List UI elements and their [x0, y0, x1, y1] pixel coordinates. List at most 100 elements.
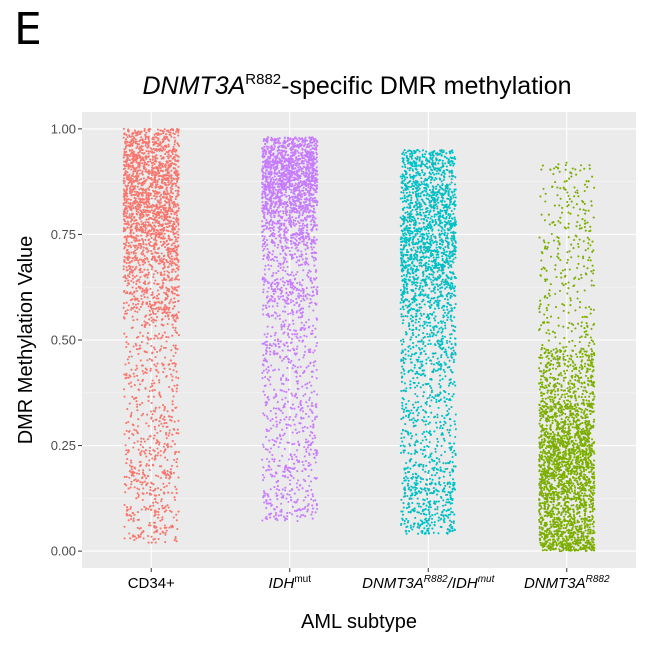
data-point — [165, 201, 168, 204]
data-point — [139, 305, 142, 308]
data-point — [122, 265, 125, 268]
data-point — [129, 459, 133, 462]
data-point — [154, 500, 157, 504]
data-point — [308, 434, 312, 437]
data-point — [133, 155, 136, 158]
data-point — [152, 230, 155, 233]
data-point — [145, 150, 148, 153]
data-point — [160, 500, 163, 503]
data-point — [303, 324, 306, 327]
data-point — [166, 472, 169, 476]
data-point — [135, 171, 139, 174]
data-point — [263, 333, 266, 336]
data-point — [288, 489, 291, 493]
data-point — [272, 250, 275, 253]
data-point — [125, 449, 128, 452]
data-point — [285, 214, 288, 217]
data-point — [125, 222, 128, 226]
data-point — [138, 308, 141, 311]
data-point — [155, 154, 158, 157]
data-point — [308, 305, 311, 308]
data-point — [138, 264, 141, 267]
data-point — [132, 141, 135, 144]
data-point — [152, 321, 155, 324]
data-point — [156, 252, 160, 255]
data-point — [296, 470, 299, 473]
data-point — [130, 168, 133, 171]
data-point — [131, 201, 134, 204]
data-point — [168, 432, 171, 435]
data-point — [306, 163, 309, 166]
data-point — [293, 365, 296, 368]
data-point — [137, 495, 140, 498]
data-point — [312, 137, 315, 141]
data-point — [284, 212, 287, 215]
data-point — [165, 129, 169, 132]
data-point — [164, 346, 167, 349]
data-point — [168, 160, 171, 163]
data-point — [307, 326, 310, 329]
data-point — [173, 292, 176, 295]
data-point — [272, 342, 275, 345]
data-point — [167, 153, 170, 156]
data-point — [153, 212, 156, 215]
data-point — [160, 498, 163, 501]
data-point — [277, 342, 280, 345]
data-point — [163, 308, 166, 311]
data-point — [126, 140, 129, 143]
data-point — [133, 196, 136, 199]
data-point — [172, 268, 175, 271]
data-point — [123, 317, 126, 320]
data-point — [294, 195, 297, 198]
data-point — [298, 168, 301, 171]
data-point — [289, 298, 292, 302]
data-point — [146, 332, 149, 335]
data-point — [150, 252, 153, 255]
data-point — [282, 266, 285, 269]
data-point — [167, 143, 170, 146]
data-point — [130, 228, 133, 232]
data-point — [275, 506, 279, 509]
data-point — [132, 345, 135, 348]
data-point — [160, 336, 163, 339]
data-point — [293, 253, 296, 256]
data-point — [264, 142, 267, 145]
data-point — [299, 404, 303, 407]
data-point — [310, 157, 313, 160]
data-point — [285, 518, 288, 521]
data-point — [267, 208, 270, 211]
data-point — [141, 378, 144, 381]
data-point — [167, 434, 170, 437]
data-point — [177, 186, 180, 189]
data-point — [128, 135, 132, 138]
data-point — [176, 286, 179, 289]
data-point — [165, 291, 168, 295]
data-point — [149, 337, 152, 340]
data-point — [123, 503, 126, 507]
data-point — [286, 204, 289, 207]
data-point — [144, 273, 147, 276]
data-point — [289, 406, 292, 409]
data-point — [280, 290, 283, 293]
data-point — [265, 306, 268, 309]
data-point — [132, 135, 135, 138]
data-point — [170, 349, 173, 352]
data-point — [152, 437, 155, 440]
data-point — [265, 239, 269, 242]
data-point — [139, 359, 142, 362]
data-point — [133, 375, 136, 378]
data-point — [299, 157, 302, 160]
data-point — [151, 226, 154, 229]
data-point — [167, 130, 170, 133]
data-point — [123, 537, 126, 540]
data-point — [273, 172, 276, 175]
data-point — [163, 254, 166, 257]
data-point — [154, 541, 157, 544]
data-point — [153, 244, 156, 247]
data-point — [172, 217, 175, 220]
data-point — [162, 235, 165, 238]
data-point — [126, 284, 129, 287]
data-point — [264, 193, 267, 196]
data-point — [141, 238, 144, 241]
data-point — [285, 241, 288, 244]
